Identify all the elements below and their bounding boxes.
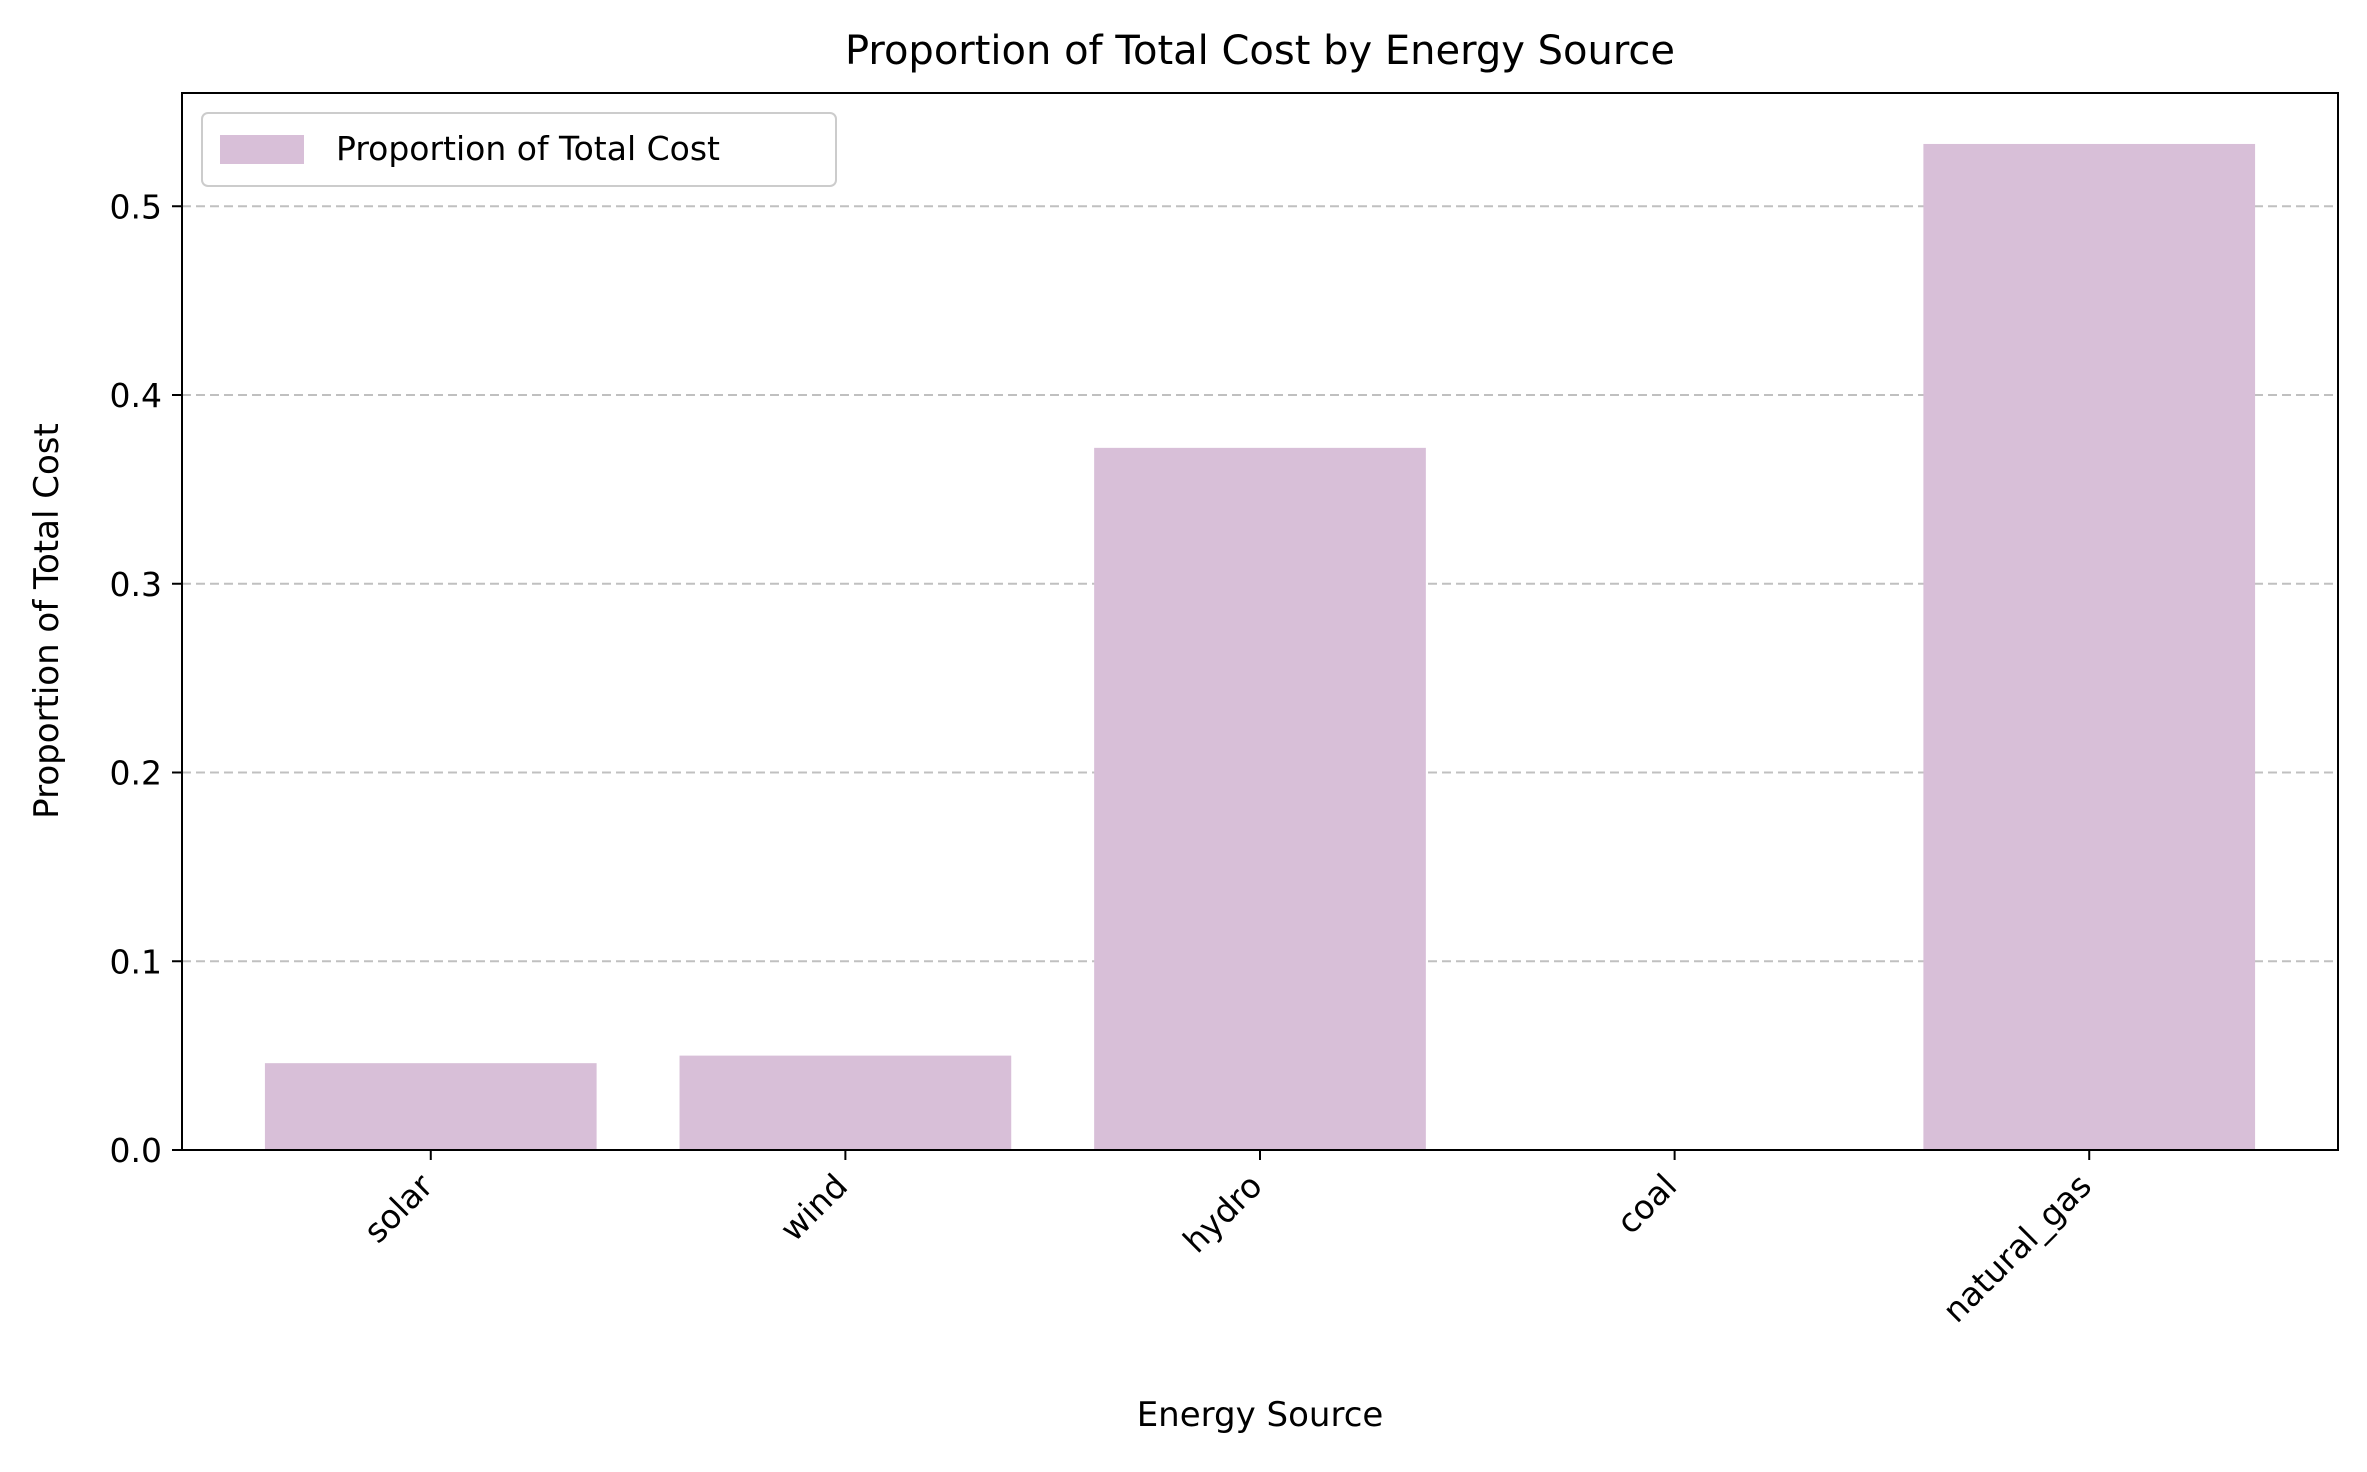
y-tick-label: 0.4: [110, 376, 162, 415]
y-axis-title: Proportion of Total Cost: [27, 423, 67, 819]
bars: [264, 143, 2256, 1151]
y-tick-label: 0.5: [110, 187, 162, 226]
x-axis-title: Energy Source: [1137, 1395, 1384, 1435]
y-tick-label: 0.2: [110, 754, 162, 793]
y-tick-label: 0.0: [110, 1131, 162, 1170]
legend-box: [201, 112, 837, 187]
bar-natural-gas: [1923, 143, 2256, 1150]
y-tick-label: 0.3: [110, 565, 162, 604]
bar-wind: [679, 1055, 1012, 1150]
bar-solar: [264, 1063, 597, 1150]
legend: Proportion of Total Cost: [201, 112, 837, 187]
legend-label: Proportion of Total Cost: [336, 129, 720, 168]
bar-hydro: [1094, 447, 1426, 1151]
legend-swatch: [220, 135, 304, 164]
y-tick-label: 0.1: [110, 942, 162, 981]
y-axis: 0.0 0.1 0.2 0.3 0.4 0.5: [110, 187, 182, 1170]
chart-title: Proportion of Total Cost by Energy Sourc…: [845, 28, 1675, 74]
